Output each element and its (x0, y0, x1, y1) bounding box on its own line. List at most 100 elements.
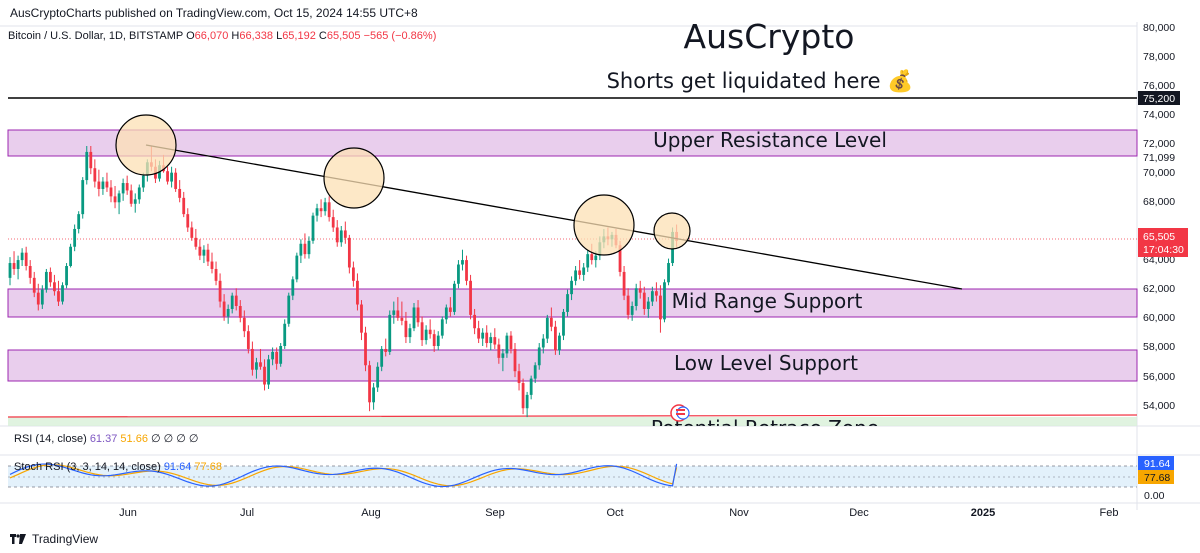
candle-body (574, 270, 577, 281)
candle-body (457, 264, 460, 284)
stoch-band (8, 466, 1137, 487)
price-tick: 80,000 (1143, 22, 1175, 34)
candle-body (497, 344, 501, 358)
candle-countdown: 17:04:30 (1143, 244, 1184, 256)
candle-body (509, 335, 513, 349)
candle-body (667, 263, 670, 283)
price-axis[interactable]: 80,000 78,000 76,000 74,000 72,000 71,09… (1143, 22, 1175, 412)
candle-body (170, 172, 173, 182)
liquidation-price-label: 75,200 (1143, 93, 1175, 105)
price-tick: 54,000 (1143, 400, 1175, 412)
time-tick: Feb (1100, 507, 1119, 519)
candle-body (57, 291, 60, 302)
candle-body (89, 151, 93, 169)
close-value: 65,505 (326, 30, 361, 42)
candle-body (97, 181, 101, 189)
low-value: 65,192 (282, 30, 316, 42)
price-tick: 62,000 (1143, 283, 1175, 295)
mid-range-support-zone[interactable] (7, 288, 1138, 318)
retrace-label-clip: Potential Retrace Zone (651, 416, 879, 440)
candle-body (12, 263, 16, 269)
footer-brand[interactable]: TradingView (10, 532, 98, 546)
price-tick: 74,000 (1143, 109, 1175, 121)
close-label: C (318, 30, 327, 42)
upper-resistance-zone[interactable] (7, 129, 1138, 157)
candle-body (93, 168, 97, 182)
candle-body (663, 282, 666, 320)
candle-body (214, 268, 218, 281)
candle-body (525, 394, 529, 409)
candle-body (570, 280, 573, 295)
candle-body (77, 214, 81, 229)
candle-body (428, 329, 432, 335)
low-level-support-zone[interactable] (7, 349, 1138, 382)
highlight-circle-1[interactable] (115, 114, 177, 176)
symbol-legend[interactable]: Bitcoin / U.S. Dollar, 1D, BITSTAMP O66,… (8, 30, 436, 42)
event-flag-icon[interactable] (670, 404, 690, 422)
candle-body (655, 291, 658, 296)
price-tick-extra: 71,099 (1143, 152, 1175, 164)
candle-body (364, 332, 367, 366)
candle-body (53, 282, 56, 292)
candle-body (650, 291, 654, 302)
candle-body (105, 181, 109, 188)
candle-body (20, 252, 24, 261)
candle-body (554, 326, 557, 351)
candle-body (28, 266, 32, 278)
candle-body (81, 180, 85, 215)
candle-body (263, 366, 266, 385)
candle-body (121, 183, 125, 194)
candle-body (238, 306, 242, 318)
candle-body (291, 279, 295, 296)
stoch-d-line (9, 464, 678, 487)
candle-body (279, 346, 283, 364)
candle-body (61, 285, 64, 302)
highlight-circle-4[interactable] (653, 212, 691, 250)
stoch-k-line (9, 463, 678, 488)
candle-body (343, 230, 347, 238)
candle-body (562, 311, 565, 336)
candle-body (368, 365, 371, 403)
candle-body (49, 271, 52, 283)
time-tick: 2025 (971, 507, 995, 519)
candle-body (594, 255, 598, 261)
candle-body (101, 181, 105, 189)
candle-body (622, 271, 626, 296)
time-axis[interactable]: Jun Jul Aug Sep Oct Nov Dec 2025 Feb (119, 507, 1118, 519)
candle-body (69, 246, 72, 266)
candle-body (206, 249, 210, 262)
candle-body (408, 328, 412, 338)
candle-body (638, 288, 642, 293)
retrace-label: Potential Retrace Zone (651, 416, 879, 440)
candle-body (222, 301, 226, 317)
candle-body (537, 347, 541, 366)
candle-body (335, 227, 339, 243)
candle-body (16, 260, 20, 269)
low-label: L (276, 30, 283, 42)
candle-body (36, 292, 40, 305)
candle-body (113, 196, 117, 203)
candle-body (440, 319, 444, 336)
price-tick: 56,000 (1143, 371, 1175, 383)
highlight-circle-2[interactable] (323, 147, 385, 209)
rsi-legend[interactable]: RSI (14, close) 61.37 51.66 ∅ ∅ ∅ ∅ (14, 432, 199, 445)
candle-body (271, 351, 274, 360)
candle-body (307, 240, 311, 255)
retrace-line[interactable] (7, 414, 1138, 418)
candle-body (255, 362, 258, 370)
liquidation-price-label-box (1138, 91, 1180, 105)
candle-body (642, 292, 646, 309)
candle-body (412, 307, 416, 329)
candle-body (436, 335, 440, 346)
descending-trendline[interactable] (145, 144, 963, 290)
stoch-k-value: 91.64 (163, 461, 192, 473)
candle-body (489, 337, 493, 344)
candle-body (485, 332, 489, 344)
stoch-legend[interactable]: Stoch RSI (3, 3, 14, 14, close) 91.64 77… (14, 461, 222, 473)
highlight-circle-3[interactable] (573, 194, 635, 256)
candle-body (246, 331, 250, 349)
candle-body (541, 338, 545, 348)
price-tick: 60,000 (1143, 312, 1175, 324)
rsi-label: RSI (14, close) (14, 433, 87, 445)
